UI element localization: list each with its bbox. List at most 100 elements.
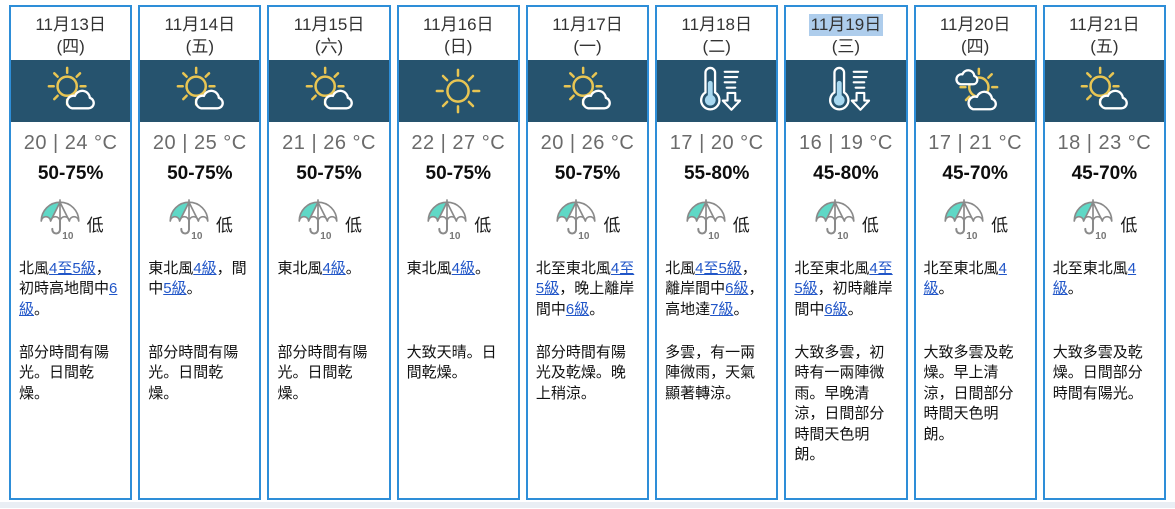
icon-band — [398, 60, 518, 122]
weather-description: 多雲，有一兩陣微雨，天氣顯著轉涼。 — [665, 344, 756, 402]
weather-description: 大致多雲及乾燥。早上清涼，日間部分時間天色明朗。 — [923, 344, 1014, 443]
temperature-range: 20 | 24 °C — [23, 132, 118, 154]
wind-force-link[interactable]: 4級 — [322, 260, 346, 277]
wind-text: 東北風 — [148, 260, 194, 277]
weather-description: 部分時間有陽光。日間乾燥。 — [148, 344, 239, 402]
psr-level-label: 低 — [861, 215, 879, 235]
date-label: 11月21日 — [1069, 15, 1140, 34]
wind-force-link[interactable]: 4級 — [1052, 260, 1137, 298]
wind-force-link[interactable]: 4級 — [923, 260, 1007, 298]
wind-force-link[interactable]: 6級 — [824, 300, 848, 318]
date-label: 11月14日 — [164, 15, 236, 34]
wind-force-link[interactable]: 4級 — [451, 260, 476, 277]
umbrella-psr-icon: 10 — [684, 199, 728, 247]
wind-forecast: 北至東北風4至5級，晚上離岸間中6級。 — [536, 259, 639, 343]
wind-force-link[interactable]: 4級 — [193, 260, 217, 277]
weather-icon — [944, 66, 1006, 116]
day-card[interactable]: 11月19日 (三) 16 | 19 °C 45-80% — [784, 5, 908, 500]
day-card[interactable]: 11月13日 (四) 20 | 24 °C 50-75% — [9, 5, 133, 500]
date-label: 11月19日 — [808, 14, 884, 36]
psr-level-label: 低 — [991, 215, 1009, 235]
card-header: 11月18日 (二) — [657, 7, 776, 60]
psr-row: 10 低 — [11, 198, 130, 248]
wind-text: 東北風 — [406, 260, 452, 277]
psr-value-label: 10 — [450, 231, 462, 242]
wind-text: 北至東北風 — [535, 260, 611, 277]
humidity-range: 45-70% — [1071, 163, 1138, 184]
wind-text: 。 — [589, 300, 605, 318]
day-card[interactable]: 11月21日 (五) 18 | 23 °C 45-70% — [1042, 5, 1166, 500]
umbrella-icon: 10 — [815, 199, 855, 242]
wind-text: 北風 — [19, 260, 50, 277]
wind-text: ，初時高地間中 — [19, 260, 111, 298]
temperature-drop-icon — [828, 66, 871, 111]
wind-force-link[interactable]: 5級 — [163, 280, 187, 298]
wind-text: 。 — [475, 260, 491, 277]
wind-forecast: 東北風4級，間中5級。 — [148, 259, 251, 343]
wind-forecast: 北至東北風4級。 — [924, 259, 1027, 343]
icon-band — [1044, 60, 1164, 122]
weather-icon — [427, 66, 489, 116]
umbrella-icon: 10 — [556, 199, 597, 242]
humidity-range: 50-75% — [554, 163, 621, 184]
wind-force-link[interactable]: 6級 — [725, 280, 749, 298]
weather-icon — [815, 66, 877, 116]
weekday-label: (五) — [185, 36, 214, 56]
weather-description: 大致多雲，初時有一兩陣微雨。早晚清涼，日間部分時間天色明朗。 — [794, 344, 885, 463]
wind-force-link[interactable]: 6級 — [19, 280, 118, 318]
umbrella-icon: 10 — [427, 199, 467, 242]
weekday-label: (四) — [56, 36, 85, 56]
wind-text: 北至東北風 — [923, 260, 999, 277]
psr-level-label: 低 — [603, 215, 621, 235]
weekday-label: (五) — [1090, 36, 1119, 56]
wind-force-link[interactable]: 6級 — [565, 300, 590, 318]
psr-row: 10 低 — [399, 198, 518, 248]
wind-force-link[interactable]: 4至5級 — [794, 260, 893, 298]
weather-description: 部分時間有陽光。日間乾燥。 — [19, 344, 110, 402]
wind-text: ，間中 — [148, 260, 247, 298]
umbrella-psr-icon: 10 — [813, 199, 857, 247]
wind-force-link[interactable]: 4至5級 — [695, 260, 742, 277]
psr-value-label: 10 — [837, 231, 849, 242]
icon-band — [915, 60, 1035, 122]
day-card[interactable]: 11月17日 (一) 20 | 26 °C 50-75% — [525, 5, 650, 500]
wind-forecast: 北風4至5級，離岸間中6級，高地達7級。 — [665, 259, 768, 343]
umbrella-psr-icon: 10 — [38, 199, 82, 247]
day-card[interactable]: 11月15日 (六) 21 | 26 °C 50-75% — [267, 5, 391, 500]
wind-text: 。 — [186, 280, 202, 298]
humidity-range: 50-75% — [296, 163, 362, 184]
wind-force-link[interactable]: 4至5級 — [49, 260, 96, 277]
wind-text: 東北風 — [277, 260, 323, 277]
wind-text: ，晚上離岸間中 — [535, 280, 635, 318]
humidity-range: 50-75% — [167, 163, 233, 184]
psr-row: 10 低 — [269, 198, 388, 248]
umbrella-psr-icon: 10 — [942, 199, 986, 247]
psr-row: 10 低 — [916, 198, 1035, 248]
day-card[interactable]: 11月16日 (日) 22 | 27 °C 50-75% — [396, 5, 520, 500]
day-card[interactable]: 11月14日 (五) 20 | 25 °C 50-75% — [138, 5, 262, 500]
wind-force-link[interactable]: 4至5級 — [535, 260, 635, 298]
temperature-range: 20 | 25 °C — [152, 132, 247, 154]
wind-forecast: 北至東北風4級。 — [1053, 259, 1156, 343]
psr-value-label: 10 — [62, 231, 74, 242]
wind-force-link[interactable]: 7級 — [710, 300, 734, 318]
icon-band — [527, 60, 648, 122]
psr-value-label: 10 — [708, 231, 720, 242]
day-card[interactable]: 11月18日 (二) 17 | 20 °C 55-80% — [655, 5, 779, 500]
icon-band — [269, 60, 389, 122]
sun-icon — [435, 68, 481, 114]
humidity-range: 45-70% — [942, 163, 1008, 184]
humidity-range: 50-75% — [425, 163, 492, 184]
day-card[interactable]: 11月20日 (四) 17 | 21 °C 45-70% — [913, 5, 1037, 500]
weather-icon — [556, 66, 618, 116]
umbrella-psr-icon: 10 — [425, 199, 469, 247]
temperature-range: 16 | 19 °C — [799, 132, 893, 154]
psr-level-label: 低 — [86, 215, 104, 235]
wind-forecast: 北至東北風4至5級，初時離岸間中6級。 — [794, 259, 897, 343]
umbrella-icon: 10 — [686, 199, 726, 242]
weekday-label: (二) — [702, 36, 731, 56]
psr-row: 10 低 — [786, 198, 905, 248]
umbrella-icon: 10 — [40, 199, 80, 242]
wind-text: ，離岸間中 — [665, 260, 757, 298]
